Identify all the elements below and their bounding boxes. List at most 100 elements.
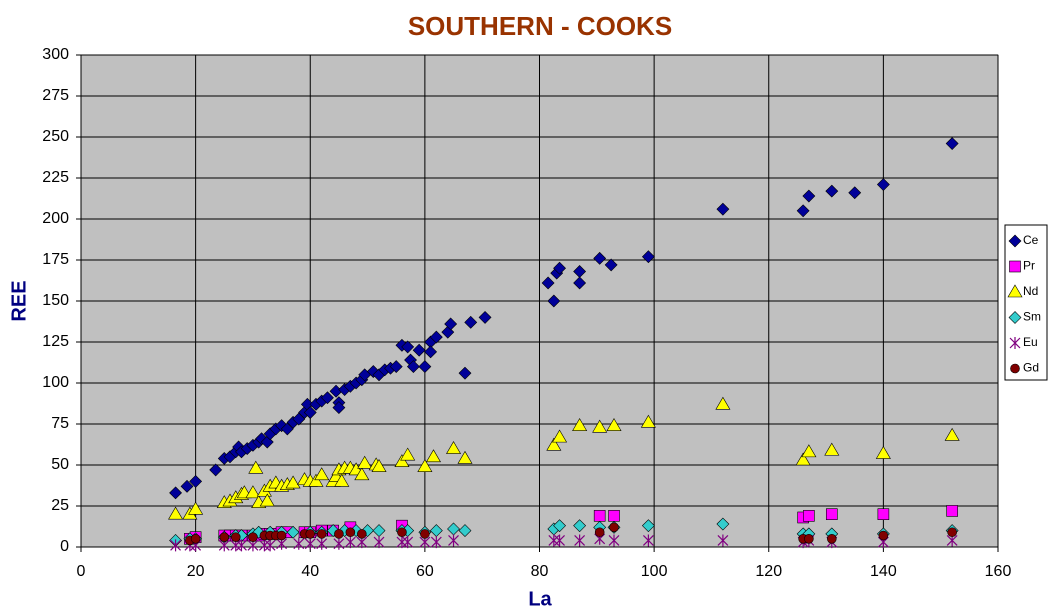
point: [345, 527, 356, 538]
x-tick-label: 60: [416, 563, 434, 580]
y-tick-label: 200: [42, 210, 69, 227]
point: [304, 537, 316, 550]
point: [554, 534, 565, 547]
legend-label: Pr: [1023, 259, 1035, 273]
point: [344, 536, 356, 549]
legend-marker: [1008, 234, 1022, 248]
point: [189, 474, 203, 488]
point: [801, 444, 817, 458]
point: [464, 315, 478, 329]
legend-marker: [1009, 337, 1021, 349]
point: [258, 539, 270, 552]
point: [546, 437, 562, 451]
point: [593, 251, 607, 265]
point: [316, 537, 328, 550]
legend-marker: [1010, 363, 1020, 374]
point: [373, 536, 385, 549]
point: [446, 441, 462, 454]
point: [458, 366, 472, 380]
point: [825, 508, 838, 521]
point: [641, 250, 655, 264]
point: [642, 534, 654, 547]
y-tick-label: 250: [42, 128, 69, 145]
point: [248, 532, 258, 542]
point: [394, 454, 410, 468]
point: [717, 534, 729, 547]
x-tick-label: 0: [77, 563, 86, 580]
point: [305, 529, 316, 539]
y-axis-label: REE: [8, 280, 30, 321]
x-tick-label: 140: [870, 563, 897, 580]
point: [264, 539, 276, 552]
point: [944, 427, 960, 441]
point: [592, 419, 608, 433]
point: [825, 184, 839, 198]
y-tick-label: 300: [42, 46, 69, 63]
point: [553, 261, 566, 275]
y-tick-label: 50: [51, 456, 69, 473]
x-axis-label: La: [528, 588, 552, 610]
point: [236, 539, 247, 552]
point: [444, 317, 458, 331]
point: [640, 414, 656, 428]
point: [425, 449, 441, 463]
point: [877, 508, 890, 521]
y-tick-label: 175: [42, 251, 69, 268]
legend-label: Gd: [1023, 361, 1039, 375]
point: [402, 536, 414, 549]
point: [593, 510, 606, 522]
point: [314, 467, 330, 481]
point: [170, 539, 181, 552]
point: [333, 537, 345, 550]
point: [606, 418, 622, 431]
y-tick-label: 75: [51, 415, 69, 432]
x-tick-label: 80: [531, 563, 549, 580]
point: [332, 401, 346, 415]
y-tick-label: 125: [42, 333, 69, 350]
point: [826, 533, 837, 544]
point: [478, 310, 492, 324]
point: [412, 343, 426, 357]
point: [803, 510, 815, 522]
point: [609, 522, 619, 533]
point: [354, 467, 370, 481]
point: [406, 360, 420, 374]
point: [553, 519, 566, 533]
legend-label: Eu: [1023, 335, 1038, 349]
y-tick-label: 100: [42, 374, 69, 391]
point: [804, 533, 814, 544]
point: [418, 360, 432, 374]
chart-title: SOUTHERN - COOKS: [408, 11, 672, 41]
point: [285, 475, 301, 489]
legend: [1004, 224, 1048, 381]
point: [424, 345, 438, 359]
point: [848, 186, 862, 200]
point: [259, 493, 275, 507]
point: [188, 501, 204, 515]
point: [594, 527, 605, 538]
point: [420, 529, 430, 539]
x-tick-label: 120: [755, 563, 782, 580]
point: [293, 537, 305, 550]
point: [248, 460, 264, 474]
y-tick-label: 225: [42, 169, 69, 186]
point: [230, 532, 241, 542]
legend-label: Sm: [1023, 310, 1041, 324]
x-tick-label: 100: [641, 563, 668, 580]
point: [608, 534, 620, 547]
point: [457, 450, 473, 464]
point: [316, 529, 327, 539]
point: [947, 527, 957, 538]
legend-marker: [1008, 311, 1022, 324]
point: [334, 529, 344, 539]
point: [303, 406, 317, 419]
y-tick-label: 275: [42, 87, 69, 104]
point: [448, 534, 459, 547]
point: [552, 429, 568, 443]
point: [276, 530, 287, 541]
point: [397, 527, 407, 538]
point: [371, 459, 387, 472]
point: [715, 396, 731, 410]
point: [573, 276, 587, 290]
